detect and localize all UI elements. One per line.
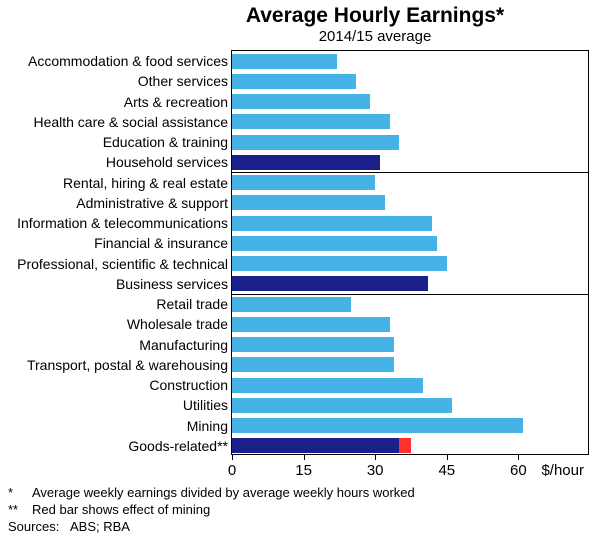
data-bar <box>232 378 423 393</box>
bar-row: Mining <box>232 418 588 433</box>
bar-label: Utilities <box>183 398 228 412</box>
bar-label: Financial & insurance <box>94 236 228 250</box>
bar-row: Retail trade <box>232 297 588 312</box>
x-tick-label: 30 <box>367 462 384 479</box>
chart-subtitle: 2014/15 average <box>0 28 600 45</box>
bar-label: Retail trade <box>156 297 228 311</box>
bar-label: Rental, hiring & real estate <box>63 176 228 190</box>
chart-container: Average Hourly Earnings* 2014/15 average… <box>0 0 600 538</box>
data-bar <box>232 398 452 413</box>
x-tick-label: 45 <box>438 462 455 479</box>
sources-label: Sources: <box>8 519 70 534</box>
sources-value: ABS; RBA <box>70 519 130 534</box>
bar-label: Arts & recreation <box>124 95 228 109</box>
bar-row: Financial & insurance <box>232 236 588 251</box>
footnote: **Red bar shows effect of mining <box>8 502 415 517</box>
x-tick-label: 0 <box>228 462 236 479</box>
x-axis-unit: $/hour <box>541 462 584 479</box>
bar-label: Wholesale trade <box>127 317 228 331</box>
section-divider <box>231 172 589 173</box>
bar-row: Accommodation & food services <box>232 54 588 69</box>
bar-row: Rental, hiring & real estate <box>232 175 588 190</box>
data-bar <box>232 418 523 433</box>
data-bar <box>232 216 432 231</box>
bar-row: Health care & social assistance <box>232 114 588 129</box>
plot-area: Accommodation & food services Other servi… <box>231 50 589 455</box>
summary-bar <box>232 276 428 291</box>
bar-label: Household services <box>106 155 228 169</box>
bar-label: Construction <box>149 378 228 392</box>
data-bar <box>232 236 437 251</box>
footnote-marker: ** <box>8 502 32 517</box>
bar-row: Business services <box>232 276 588 291</box>
bar-row: Transport, postal & warehousing <box>232 357 588 372</box>
bar-row: Other services <box>232 74 588 89</box>
data-bar <box>232 317 390 332</box>
x-tick-label: 60 <box>510 462 527 479</box>
data-bar <box>232 54 337 69</box>
bar-label: Business services <box>116 277 228 291</box>
footnotes-area: *Average weekly earnings divided by aver… <box>8 485 415 534</box>
bar-row: Education & training <box>232 135 588 150</box>
bar-label: Manufacturing <box>139 338 228 352</box>
x-tick <box>447 454 448 460</box>
sources-line: Sources:ABS; RBA <box>8 519 415 534</box>
bar-row: Arts & recreation <box>232 94 588 109</box>
bar-label: Other services <box>138 74 228 88</box>
footnote: *Average weekly earnings divided by aver… <box>8 485 415 500</box>
bar-row: Construction <box>232 378 588 393</box>
bar-label: Goods-related** <box>128 439 228 453</box>
data-bar <box>232 297 351 312</box>
data-bar <box>232 114 390 129</box>
bar-row: Administrative & support <box>232 195 588 210</box>
data-bar <box>232 74 356 89</box>
bar-row: Wholesale trade <box>232 317 588 332</box>
data-bar <box>232 175 375 190</box>
data-bar <box>232 135 399 150</box>
x-tick <box>518 454 519 460</box>
bar-label: Information & telecommunications <box>17 216 228 230</box>
bar-row: Utilities <box>232 398 588 413</box>
summary-bar <box>232 155 380 170</box>
data-bar <box>232 94 370 109</box>
bar-row: Goods-related** <box>232 438 588 453</box>
data-bar <box>232 337 394 352</box>
footnote-text: Average weekly earnings divided by avera… <box>32 485 415 500</box>
chart-title: Average Hourly Earnings* <box>0 0 600 28</box>
x-tick <box>304 454 305 460</box>
bar-label: Accommodation & food services <box>28 54 228 68</box>
bar-row: Household services <box>232 155 588 170</box>
data-bar <box>232 195 385 210</box>
bar-label: Administrative & support <box>76 196 228 210</box>
bar-label: Mining <box>187 419 228 433</box>
data-bar <box>232 357 394 372</box>
data-bar <box>232 256 447 271</box>
bar-label: Health care & social assistance <box>33 115 228 129</box>
section-divider <box>231 294 589 295</box>
summary-bar <box>232 438 399 453</box>
x-tick <box>232 454 233 460</box>
x-tick <box>375 454 376 460</box>
x-tick-label: 15 <box>295 462 312 479</box>
bar-row: Manufacturing <box>232 337 588 352</box>
bar-row: Information & telecommunications <box>232 216 588 231</box>
extra-bar <box>399 438 411 453</box>
footnote-text: Red bar shows effect of mining <box>32 502 210 517</box>
bar-label: Professional, scientific & technical <box>17 257 228 271</box>
bar-label: Education & training <box>103 135 228 149</box>
footnote-marker: * <box>8 485 32 500</box>
bar-row: Professional, scientific & technical <box>232 256 588 271</box>
bar-label: Transport, postal & warehousing <box>27 358 228 372</box>
